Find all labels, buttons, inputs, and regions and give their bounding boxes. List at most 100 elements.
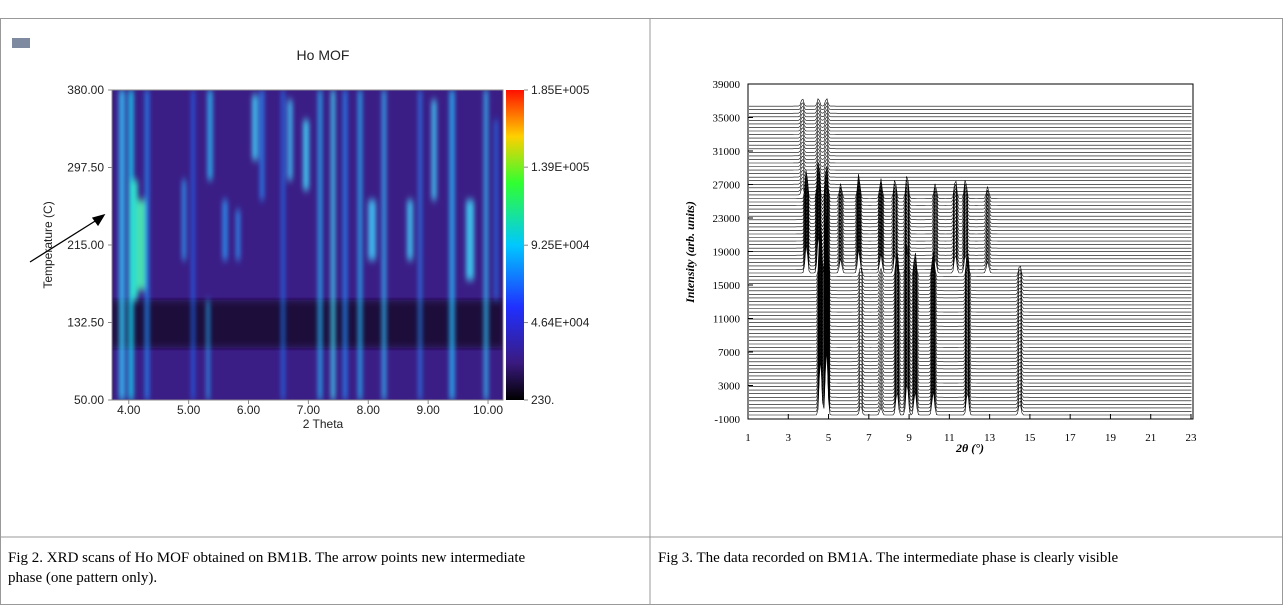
trace (749, 329, 1192, 395)
heatmap (112, 90, 503, 400)
trace (749, 211, 1192, 249)
trace (749, 290, 1192, 356)
y-tick-label: 11000 (713, 314, 741, 326)
x-tick-label: 6.00 (237, 403, 261, 417)
trace (749, 229, 1192, 267)
trace (749, 232, 1192, 270)
trace (749, 350, 1192, 416)
trace (749, 318, 1192, 384)
trace (749, 218, 1192, 256)
trace (749, 207, 1192, 246)
x-axis-label: 2 Theta (303, 417, 344, 431)
colorbar-label: 1.39E+005 (531, 160, 590, 174)
caption: Fig 3. The data recorded on BM1A. The in… (658, 550, 1118, 566)
y-tick-label: 23000 (713, 213, 741, 225)
trace (749, 322, 1192, 388)
trace (749, 183, 1192, 221)
streak (206, 300, 210, 400)
trace (749, 137, 1192, 146)
x-tick-label: 5 (826, 432, 832, 444)
trace (749, 343, 1192, 409)
streak (287, 100, 293, 180)
x-tick-label: 23 (1185, 432, 1197, 444)
trace (749, 237, 1192, 302)
streak (207, 90, 213, 180)
streak (466, 200, 474, 280)
streak (382, 90, 386, 400)
trace (749, 165, 1192, 174)
trace (749, 98, 1192, 107)
colorbar-label: 4.64E+004 (531, 316, 590, 330)
streak (431, 100, 437, 200)
trace (749, 112, 1192, 121)
trace (749, 190, 1192, 228)
streak (260, 90, 264, 200)
trace (749, 226, 1192, 292)
y-tick-label: 39000 (713, 79, 741, 91)
colorbar-label: 9.25E+004 (531, 238, 590, 252)
streak (343, 90, 347, 400)
trace (749, 315, 1192, 380)
x-tick-label: 17 (1065, 432, 1077, 444)
trace (749, 161, 1192, 199)
arrow (29, 213, 106, 263)
y-tick-label: -1000 (714, 414, 740, 426)
trace (749, 222, 1192, 260)
trace (749, 175, 1192, 214)
y-tick-label: 3000 (718, 381, 741, 393)
streak (136, 200, 146, 290)
streak (331, 90, 335, 400)
y-tick-label: 380.00 (67, 83, 104, 97)
x-tick-label: 10.00 (473, 403, 503, 417)
trace (749, 247, 1192, 313)
streak (119, 90, 125, 400)
x-tick-label: 9.00 (416, 403, 440, 417)
trace (749, 233, 1192, 299)
streak (222, 200, 228, 260)
icon (12, 38, 30, 48)
colorbar (506, 90, 524, 400)
trace (749, 133, 1192, 142)
trace (749, 179, 1192, 189)
trace (749, 300, 1192, 366)
figure-title: Ho MOF (297, 47, 350, 63)
trace (749, 204, 1192, 242)
trace (749, 130, 1192, 139)
trace (749, 265, 1192, 331)
trace (749, 251, 1192, 317)
trace (749, 197, 1192, 235)
trace (749, 151, 1192, 160)
y-tick-label: 31000 (713, 146, 741, 158)
y-tick-label: 7000 (718, 347, 741, 359)
trace (749, 186, 1192, 224)
streak (236, 210, 240, 260)
trace (749, 186, 1192, 196)
trace (749, 144, 1192, 153)
streak (358, 90, 362, 400)
trace (749, 183, 1192, 192)
trace (749, 325, 1192, 391)
trace (749, 176, 1192, 185)
streak (368, 200, 376, 260)
caption: Fig 2. XRD scans of Ho MOF obtained on B… (8, 550, 526, 586)
trace (749, 119, 1192, 128)
x-tick-label: 5.00 (177, 403, 201, 417)
streak (191, 90, 195, 400)
trace (749, 276, 1192, 341)
trace (749, 162, 1192, 171)
trace (749, 286, 1192, 352)
streak (418, 90, 422, 400)
x-tick-label: 15 (1024, 432, 1036, 444)
x-tick-label: 1 (745, 432, 751, 444)
streak (494, 120, 498, 300)
trace (749, 115, 1192, 125)
trace (749, 158, 1192, 167)
x-tick-label: 7 (866, 432, 872, 444)
trace (749, 304, 1192, 370)
waterfall (749, 98, 1192, 416)
trace (749, 240, 1192, 306)
trace (749, 332, 1192, 398)
y-axis-label: Temperature (C) (41, 201, 55, 288)
streak (407, 200, 413, 260)
